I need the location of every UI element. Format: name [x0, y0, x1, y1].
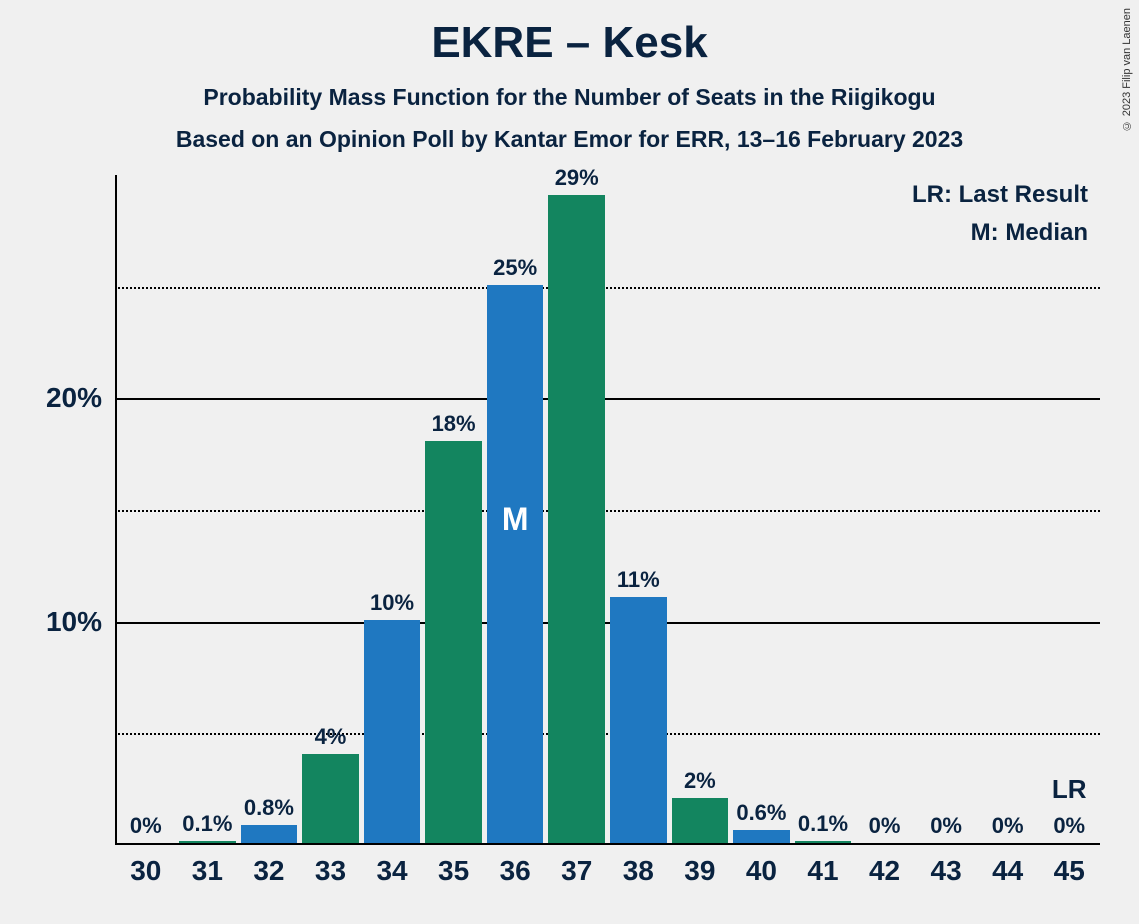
x-tick-label: 44: [992, 855, 1023, 887]
bar-value-label: 11%: [617, 567, 660, 593]
bar-value-label: 0.1%: [182, 811, 232, 837]
chart-subtitle-2: Based on an Opinion Poll by Kantar Emor …: [0, 126, 1139, 153]
bar-value-label: 0%: [992, 813, 1024, 839]
x-tick-label: 31: [192, 855, 223, 887]
bar-value-label: 18%: [432, 411, 476, 437]
gridline: [115, 510, 1100, 512]
x-tick-label: 42: [869, 855, 900, 887]
bar-value-label: 4%: [315, 724, 347, 750]
bar-value-label: 0.8%: [244, 795, 294, 821]
last-result-marker: LR: [1052, 774, 1087, 805]
copyright-text: © 2023 Filip van Laenen: [1121, 8, 1133, 131]
bar: [610, 597, 667, 843]
bar-value-label: 0.6%: [736, 800, 786, 826]
bar-value-label: 2%: [684, 768, 716, 794]
chart-subtitle-1: Probability Mass Function for the Number…: [0, 84, 1139, 111]
bar-value-label: 0%: [930, 813, 962, 839]
x-tick-label: 34: [376, 855, 407, 887]
x-tick-label: 37: [561, 855, 592, 887]
x-tick-label: 33: [315, 855, 346, 887]
gridline: [115, 733, 1100, 735]
x-axis-line: [115, 843, 1100, 845]
bar: [548, 195, 605, 843]
plot-area: LR: Last Result M: Median 10%20%0%300.1%…: [115, 175, 1100, 845]
chart-title: EKRE – Kesk: [0, 18, 1139, 68]
bar: [241, 825, 298, 843]
bar: [487, 285, 544, 843]
bar: [672, 798, 729, 843]
x-tick-label: 38: [623, 855, 654, 887]
median-marker: M: [502, 501, 529, 538]
bar-value-label: 0.1%: [798, 811, 848, 837]
chart-container: EKRE – Kesk Probability Mass Function fo…: [0, 0, 1139, 924]
legend-median: M: Median: [971, 219, 1088, 247]
x-tick-label: 41: [807, 855, 838, 887]
bar-value-label: 0%: [130, 813, 162, 839]
x-tick-label: 30: [130, 855, 161, 887]
bar: [179, 841, 236, 843]
x-tick-label: 32: [253, 855, 284, 887]
bar-value-label: 0%: [1053, 813, 1085, 839]
x-tick-label: 45: [1054, 855, 1085, 887]
bar: [733, 830, 790, 843]
x-tick-label: 43: [931, 855, 962, 887]
bar: [302, 754, 359, 843]
gridline: [115, 622, 1100, 624]
y-tick-label: 20%: [46, 382, 102, 414]
legend-last-result: LR: Last Result: [912, 181, 1088, 209]
bar-value-label: 25%: [493, 255, 537, 281]
bar: [364, 620, 421, 843]
bar: [425, 441, 482, 843]
x-tick-label: 40: [746, 855, 777, 887]
bar-value-label: 10%: [370, 590, 414, 616]
gridline: [115, 287, 1100, 289]
bar-value-label: 29%: [555, 165, 599, 191]
y-tick-label: 10%: [46, 606, 102, 638]
x-tick-label: 36: [500, 855, 531, 887]
gridline: [115, 398, 1100, 400]
bar: [795, 841, 852, 843]
x-tick-label: 39: [684, 855, 715, 887]
bar-value-label: 0%: [869, 813, 901, 839]
x-tick-label: 35: [438, 855, 469, 887]
